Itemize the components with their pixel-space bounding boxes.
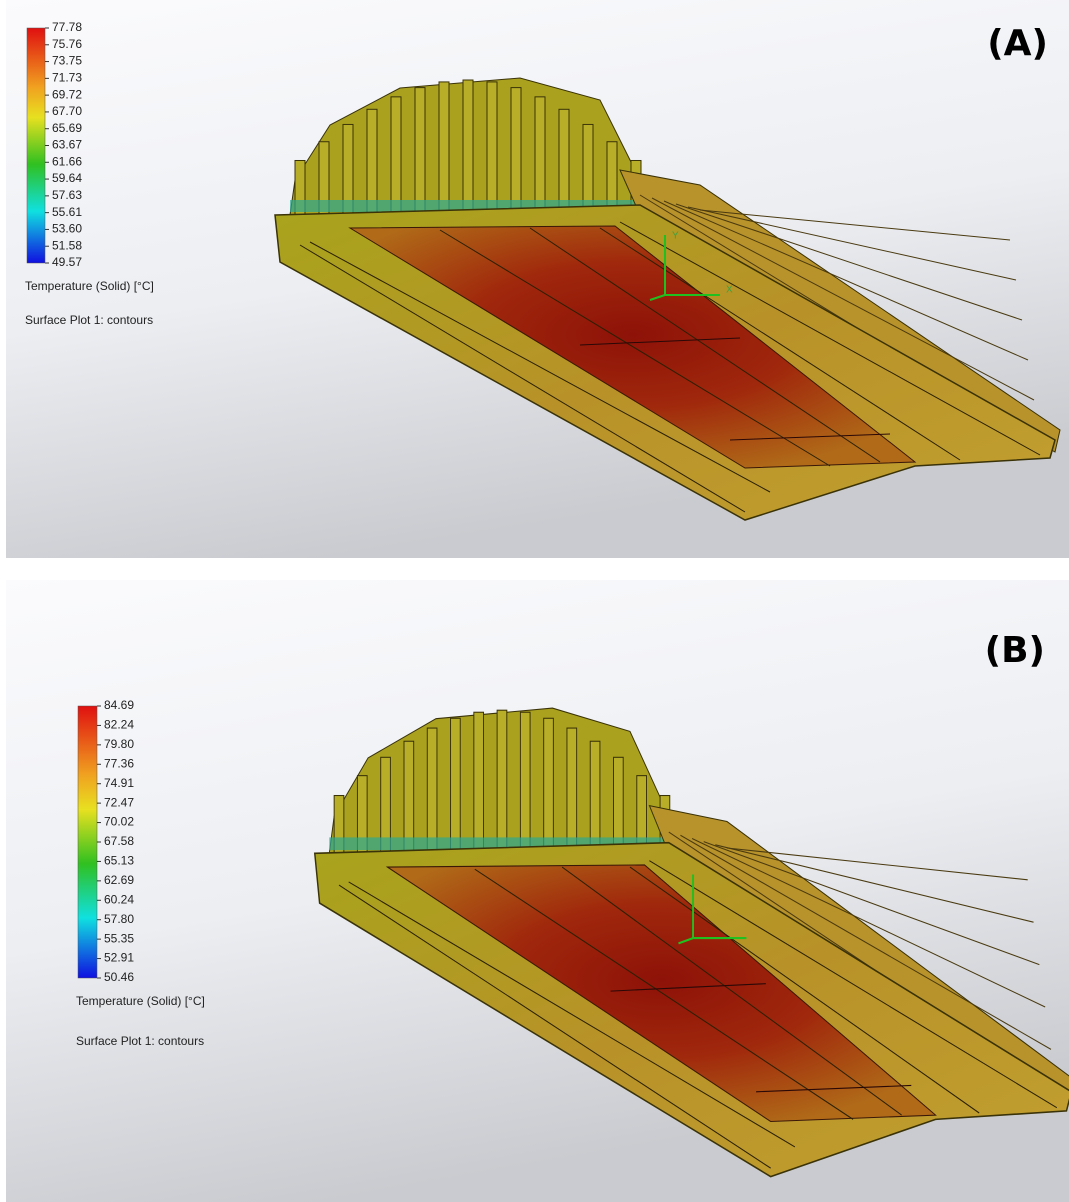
fin	[404, 741, 414, 853]
legend-title: Temperature (Solid) [°C]	[25, 279, 154, 293]
legend-tick-label: 57.63	[52, 188, 82, 202]
legend-tick-label: 77.78	[52, 20, 82, 34]
legend-tick-label: 63.67	[52, 138, 82, 152]
legend-tick-label: 51.58	[52, 238, 82, 252]
panel-a: Y X 77.78 75.76 73.75 71.73 69.72 67.70 65.69 63.…	[0, 0, 1069, 558]
fin	[567, 728, 577, 853]
legend-tick-label: 59.64	[52, 171, 82, 185]
triad-label: Y	[672, 231, 679, 242]
legend-tick-label: 55.61	[52, 205, 82, 219]
legend-tick-label: 69.72	[52, 87, 82, 101]
panel-label: (A)	[987, 23, 1048, 64]
legend-tick-label: 65.13	[104, 854, 134, 868]
fin	[487, 82, 497, 215]
legend-tick-label: 52.91	[104, 951, 134, 965]
legend-caption: Surface Plot 1: contours	[25, 313, 153, 327]
legend-tick-label: 73.75	[52, 54, 82, 68]
legend-tick-label: 50.46	[104, 970, 134, 984]
panel-b: 84.69 82.24 79.80 77.36 74.91 72.47 70.02 67.58…	[0, 580, 1069, 1202]
triad-label: X	[726, 285, 733, 296]
legend-tick-label: 60.24	[104, 892, 134, 906]
fin	[559, 109, 569, 215]
panel-label: (B)	[985, 630, 1045, 671]
legend-tick-label: 55.35	[104, 931, 134, 945]
fin	[367, 109, 377, 215]
fin	[497, 710, 507, 853]
legend-tick-label: 74.91	[104, 776, 134, 790]
color-bar	[78, 706, 97, 978]
fin	[427, 728, 437, 853]
legend-caption: Surface Plot 1: contours	[76, 1034, 204, 1048]
legend-tick-label: 71.73	[52, 71, 82, 85]
fin	[474, 712, 484, 853]
legend-tick-label: 65.69	[52, 121, 82, 135]
legend-title: Temperature (Solid) [°C]	[76, 994, 205, 1008]
fin	[544, 718, 554, 853]
fin	[463, 80, 473, 215]
fin	[520, 712, 530, 853]
legend-tick-label: 67.58	[104, 834, 134, 848]
legend-tick-label: 70.02	[104, 815, 134, 829]
legend-tick-label: 82.24	[104, 718, 134, 732]
legend-tick-label: 61.66	[52, 154, 82, 168]
legend-tick-label: 57.80	[104, 912, 134, 926]
legend-tick-label: 75.76	[52, 37, 82, 51]
legend-tick-label: 53.60	[52, 222, 82, 236]
legend-tick-label: 62.69	[104, 873, 134, 887]
fin	[451, 718, 461, 853]
legend-tick-label: 72.47	[104, 795, 134, 809]
fin	[511, 88, 521, 215]
fin	[535, 97, 545, 215]
page: Y X 77.78 75.76 73.75 71.73 69.72 67.70 65.69 63.…	[0, 0, 1069, 1202]
legend-tick-label: 84.69	[104, 698, 134, 712]
legend-tick-label: 67.70	[52, 104, 82, 118]
color-bar	[27, 28, 45, 263]
legend-tick-label: 77.36	[104, 756, 134, 770]
fin	[590, 741, 600, 853]
fin	[391, 97, 401, 215]
fin	[415, 88, 425, 215]
legend-tick-label: 79.80	[104, 737, 134, 751]
fin	[439, 82, 449, 215]
legend-tick-label: 49.57	[52, 255, 82, 269]
